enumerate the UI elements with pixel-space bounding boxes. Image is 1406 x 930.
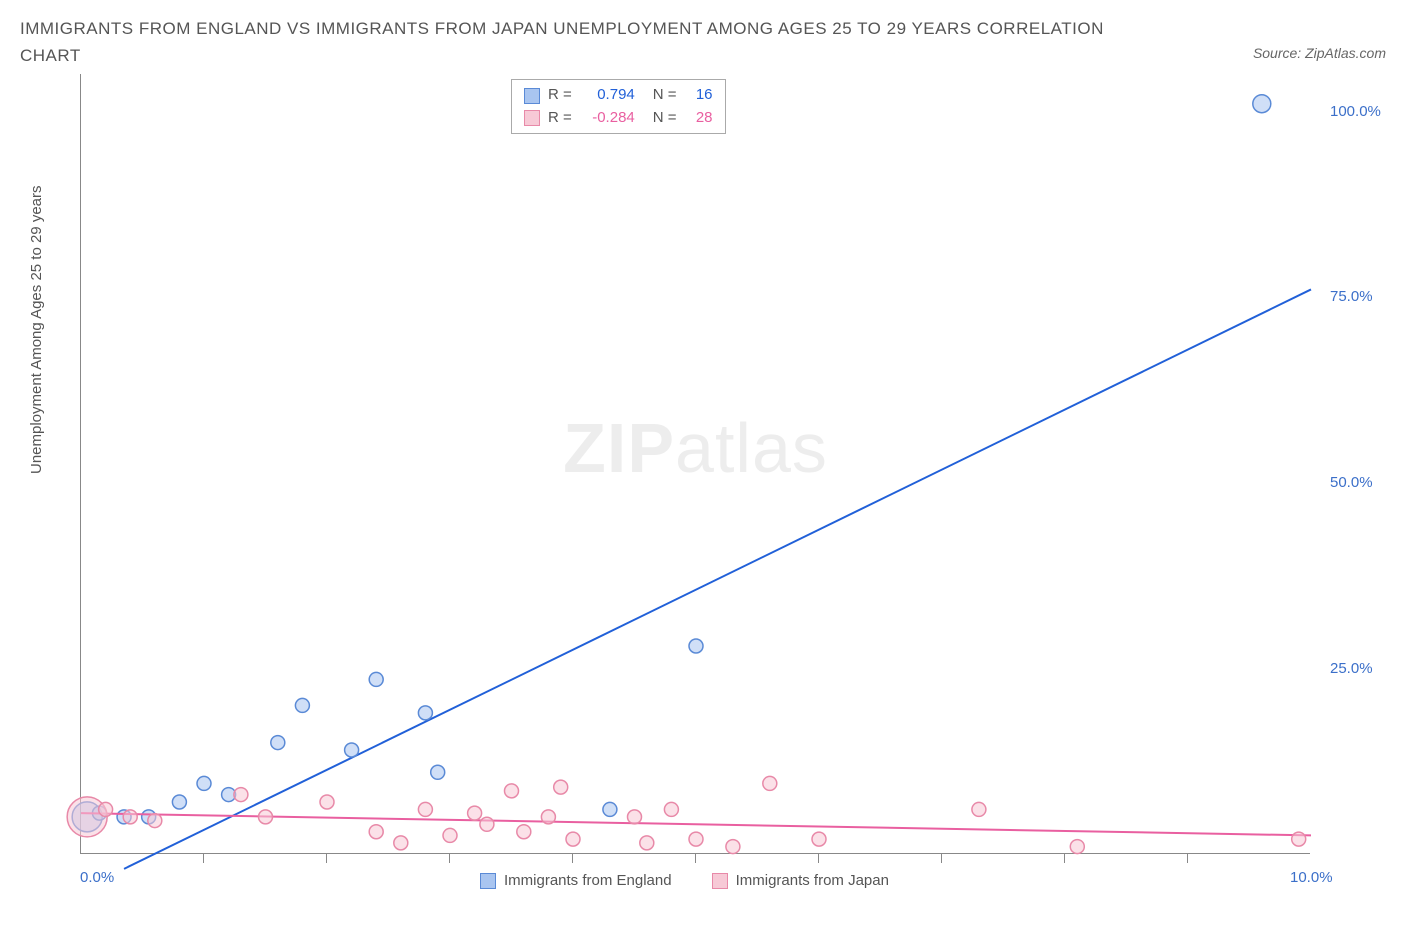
y-axis-label: Unemployment Among Ages 25 to 29 years bbox=[28, 186, 45, 475]
trend-line bbox=[124, 290, 1311, 869]
data-point bbox=[345, 743, 359, 757]
data-point bbox=[123, 810, 137, 824]
data-point bbox=[689, 639, 703, 653]
data-point bbox=[418, 803, 432, 817]
data-point bbox=[1253, 95, 1271, 113]
data-point bbox=[689, 833, 703, 847]
legend-label: Immigrants from Japan bbox=[736, 872, 889, 889]
plot-area: ZIPatlas R =0.794N =16R =-0.284N =28 bbox=[80, 74, 1310, 854]
data-point bbox=[271, 736, 285, 750]
n-label: N = bbox=[653, 84, 677, 107]
x-tick-mark bbox=[572, 854, 573, 863]
data-point bbox=[431, 766, 445, 780]
source-label: Source: ZipAtlas.com bbox=[1253, 45, 1386, 61]
chart-container: Unemployment Among Ages 25 to 29 years Z… bbox=[50, 74, 1390, 884]
data-point bbox=[234, 788, 248, 802]
data-point bbox=[554, 781, 568, 795]
data-point bbox=[640, 836, 654, 850]
chart-title: IMMIGRANTS FROM ENGLAND VS IMMIGRANTS FR… bbox=[20, 15, 1120, 69]
y-tick-label: 100.0% bbox=[1330, 103, 1381, 120]
data-point bbox=[628, 810, 642, 824]
data-point bbox=[1292, 833, 1306, 847]
data-point bbox=[566, 833, 580, 847]
data-point bbox=[763, 777, 777, 791]
legend-label: Immigrants from England bbox=[504, 872, 672, 889]
x-tick-mark bbox=[1187, 854, 1188, 863]
x-tick-mark bbox=[941, 854, 942, 863]
data-point bbox=[812, 833, 826, 847]
x-tick-mark bbox=[326, 854, 327, 863]
legend-stat-row: R = -0.284 N = 28 bbox=[524, 107, 713, 130]
data-point bbox=[443, 829, 457, 843]
legend-swatch-icon bbox=[480, 873, 496, 889]
data-point bbox=[480, 818, 494, 832]
data-point bbox=[1070, 840, 1084, 854]
data-point bbox=[468, 807, 482, 821]
data-point bbox=[541, 810, 555, 824]
legend-swatch-icon bbox=[524, 88, 540, 104]
r-label: R = bbox=[548, 107, 572, 130]
data-point bbox=[67, 797, 107, 837]
x-tick-mark bbox=[203, 854, 204, 863]
x-tick-mark bbox=[1064, 854, 1065, 863]
y-tick-label: 75.0% bbox=[1330, 288, 1373, 305]
x-tick-mark bbox=[818, 854, 819, 863]
data-point bbox=[295, 699, 309, 713]
data-point bbox=[418, 706, 432, 720]
r-value: -0.284 bbox=[580, 107, 635, 130]
legend-swatch-icon bbox=[712, 873, 728, 889]
data-point bbox=[369, 825, 383, 839]
x-tick-label: 0.0% bbox=[80, 869, 114, 886]
n-value: 16 bbox=[685, 84, 713, 107]
data-point bbox=[197, 777, 211, 791]
x-tick-label: 10.0% bbox=[1290, 869, 1333, 886]
data-point bbox=[394, 836, 408, 850]
data-point bbox=[603, 803, 617, 817]
y-tick-label: 25.0% bbox=[1330, 660, 1373, 677]
y-tick-label: 50.0% bbox=[1330, 474, 1373, 491]
data-point bbox=[505, 784, 519, 798]
data-point bbox=[148, 814, 162, 828]
legend-stats: R = 0.794 N = 16 R = -0.284 N = 28 bbox=[511, 79, 726, 134]
legend-item: Immigrants from Japan bbox=[712, 872, 889, 889]
data-point bbox=[320, 795, 334, 809]
r-value: 0.794 bbox=[580, 84, 635, 107]
x-tick-mark bbox=[449, 854, 450, 863]
data-point bbox=[369, 673, 383, 687]
n-label: N = bbox=[653, 107, 677, 130]
legend-item: Immigrants from England bbox=[480, 872, 672, 889]
n-value: 28 bbox=[685, 107, 713, 130]
data-point bbox=[664, 803, 678, 817]
data-point bbox=[99, 803, 113, 817]
data-point bbox=[726, 840, 740, 854]
legend-swatch-icon bbox=[524, 110, 540, 126]
legend-stat-row: R = 0.794 N = 16 bbox=[524, 84, 713, 107]
data-point bbox=[172, 795, 186, 809]
x-tick-mark bbox=[695, 854, 696, 863]
r-label: R = bbox=[548, 84, 572, 107]
legend-series: Immigrants from England Immigrants from J… bbox=[480, 872, 889, 889]
data-point bbox=[517, 825, 531, 839]
scatter-plot bbox=[81, 74, 1310, 853]
data-point bbox=[972, 803, 986, 817]
data-point bbox=[259, 810, 273, 824]
